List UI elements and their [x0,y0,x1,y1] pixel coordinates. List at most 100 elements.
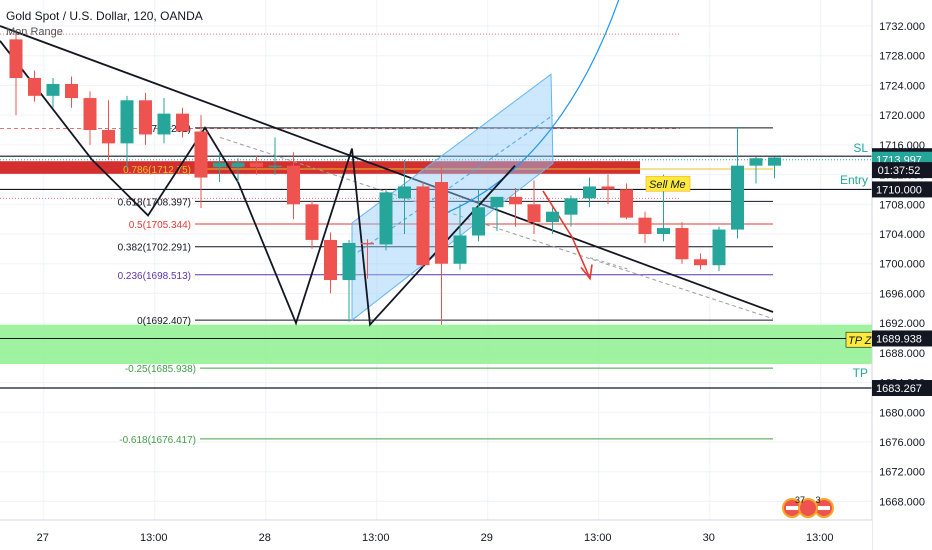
candle-body [749,158,763,166]
fib-label: 0.236(1698.513) [118,271,191,282]
indicator-label: Mon Range [6,26,63,38]
candle-body [657,228,670,234]
candle-body [9,39,23,78]
channel-mid [351,114,554,257]
curve-up [439,0,620,216]
flag-badge-stripe [818,506,830,510]
candle-body [583,186,596,199]
price-tag-text: 01:37:52 [878,165,921,177]
candle-body [379,192,393,245]
price-tick-label: 1680.000 [879,407,925,419]
candle-body [620,189,633,218]
price-axis[interactable]: 1732.0001728.0001724.0001720.0001716.000… [871,0,932,550]
support-zones [0,33,872,389]
price-tick-label: 1668.000 [879,496,925,508]
overlay-labels: SL Entry TP Sell Me TP Z [645,141,873,380]
level-label: TP [853,366,868,380]
time-tick-label: 28 [259,532,271,544]
candle-body [490,196,504,208]
flag-badge-icon [798,498,818,518]
price-tag-text: 1683.267 [876,383,922,395]
chart-badges[interactable]: 37 3 [782,495,834,518]
candles [9,33,781,325]
price-tick-label: 1708.000 [879,199,925,211]
candle-body [564,198,578,215]
price-axis-bg [872,0,932,550]
candle-body [546,211,559,223]
candle-body [435,182,448,264]
candle-body [694,259,707,266]
level-label: SL [853,141,868,155]
candle-body [712,229,726,266]
level-label: Entry [840,173,868,187]
candle-body [416,186,430,266]
badge-count: 3 [815,495,820,505]
flag-badge-stripe [786,506,798,510]
fib-label: 0.5(1705.344) [129,220,191,231]
candle-body [83,98,97,130]
time-tick-label: 13:00 [806,532,834,544]
price-tag-text: 1710.000 [876,184,922,196]
price-tick-label: 1732.000 [879,21,925,33]
price-tag-bg [872,380,932,397]
fib-label: 0(1692.407) [137,316,191,327]
candle-body [768,157,781,166]
price-tick-label: 1704.000 [879,229,925,241]
price-tag-text: 1689.938 [876,333,922,345]
candle-body [731,165,744,230]
candle-body [287,165,300,205]
candle-body [509,196,522,205]
tp-zone [0,324,872,364]
trendline-down [0,25,774,313]
fib-label: -0.618(1676.417) [119,435,196,446]
candle-body [213,162,226,168]
fib-label: 0.786(1712.75) [123,165,191,176]
candle-body [46,83,60,96]
fib-label: 0.382(1702.291) [118,243,191,254]
candle-body [472,207,485,236]
candle-body [28,78,41,96]
symbol-title: Gold Spot / U.S. Dollar, 120, OANDA [6,9,203,23]
time-tick-label: 13:00 [362,532,390,544]
price-tag-bg [872,181,932,198]
drawings [0,0,774,327]
candle-body [398,186,411,199]
candle-body [176,113,189,132]
price-tick-label: 1692.000 [879,318,925,330]
time-tick-label: 13:00 [584,532,612,544]
candle-body [601,186,615,190]
sell-me-text: Sell Me [649,179,686,191]
time-tick-label: 13:00 [140,532,168,544]
price-tick-label: 1724.000 [879,80,925,92]
candle-body [250,162,263,168]
zigzag-pattern [91,126,516,327]
candle-body [102,130,115,144]
candle-body [65,83,78,99]
price-tag-bg [872,162,932,179]
candle-body [120,100,134,144]
price-tag-bg [872,330,932,347]
candle-body [527,204,541,223]
candle-body [268,165,282,168]
minor-line [589,257,631,271]
price-tick-label: 1720.000 [879,110,925,122]
tp-zone-text: TP Z [848,335,873,347]
price-tick-label: 1672.000 [879,467,925,479]
candle-body [231,162,245,168]
candle-body [324,239,337,281]
time-tick-label: 29 [481,532,493,544]
time-axis[interactable]: 27 13:00 28 13:00 29 13:00 30 13:00 [0,519,872,550]
price-tick-label: 1700.000 [879,259,925,271]
badge-count: 37 [795,495,805,505]
candle-body [453,235,467,264]
entry-band [0,161,640,174]
candle-body [638,217,652,234]
sell-me-box [645,175,691,192]
fib-label: -0.25(1685.938) [125,364,196,375]
fib-label: 0.618(1708.397) [118,197,191,208]
candle-body [675,228,689,260]
price-tick-label: 1688.000 [879,348,925,360]
time-tick-label: 27 [37,532,49,544]
price-tick-label: 1676.000 [879,437,925,449]
